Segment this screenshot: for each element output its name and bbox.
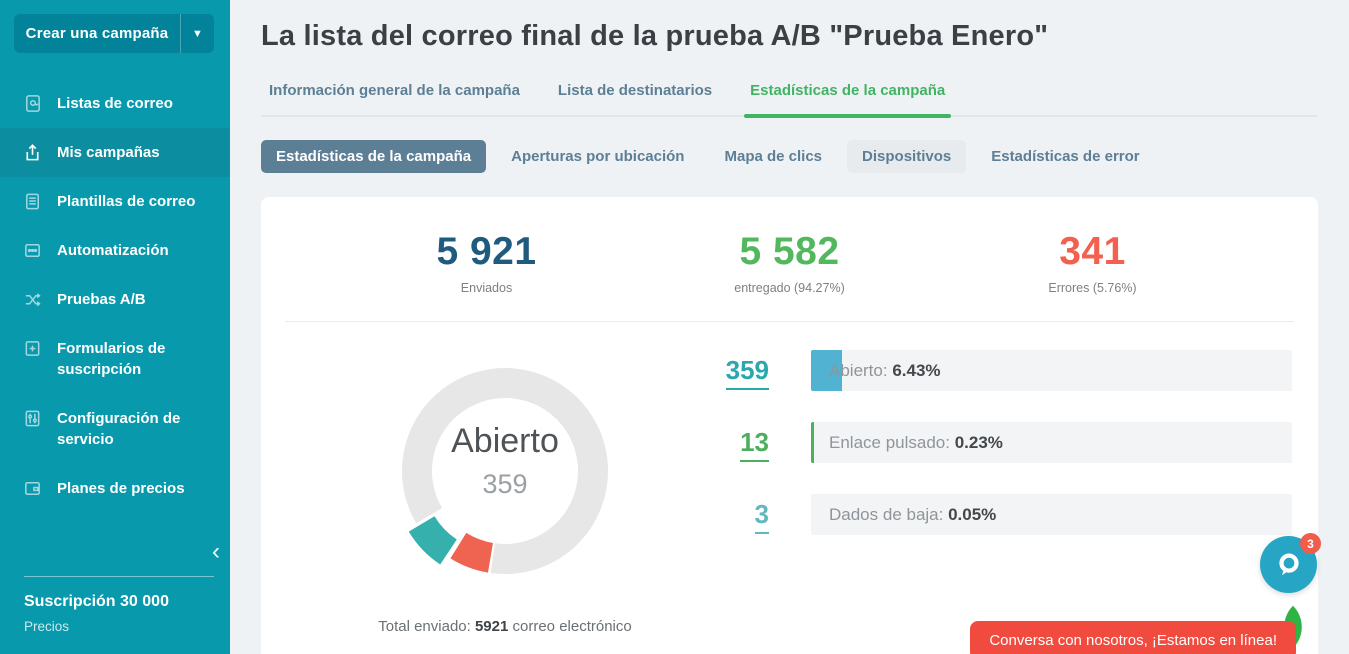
- caption-total: 5921: [474, 618, 509, 635]
- donut-chart-svg: [402, 368, 608, 574]
- automation-icon: [23, 241, 42, 260]
- unsubscribed-count-link[interactable]: 3: [705, 499, 769, 534]
- summary-errors: 341 Errores (5.76%): [941, 230, 1244, 295]
- tab-campaign-statistics[interactable]: Estadísticas de la campaña: [744, 82, 952, 118]
- subtab-opens-by-location[interactable]: Aperturas por ubicación: [511, 148, 685, 165]
- subtab-campaign-statistics[interactable]: Estadísticas de la campaña: [261, 140, 487, 173]
- campaign-upload-icon: [23, 143, 42, 162]
- unsubscribed-bar: Dados de baja: 0.05%: [811, 494, 1292, 535]
- main-content: La lista del correo final de la prueba A…: [230, 0, 1349, 654]
- tab-recipient-list[interactable]: Lista de destinatarios: [557, 82, 713, 99]
- statistics-subtabs: Estadísticas de la campaña Aperturas por…: [261, 140, 1318, 173]
- clicked-bar: Enlace pulsado: 0.23%: [811, 422, 1292, 463]
- address-book-icon: [23, 94, 42, 113]
- opened-donut-chart: Abierto 359 Total enviado: 5921 correo e…: [305, 336, 705, 635]
- sidebar-item-pricing-plans[interactable]: Planes de precios: [0, 464, 230, 513]
- chat-bubble-icon: [1278, 553, 1299, 575]
- sidebar-item-label: Formularios de suscripción: [57, 340, 166, 378]
- sidebar-item-email-templates[interactable]: Plantillas de correo: [0, 177, 230, 226]
- delivered-label: entregado (94.27%): [734, 281, 845, 295]
- ab-test-icon: [23, 290, 42, 309]
- summary-row: 5 921 Enviados 5 582 entregado (94.27%) …: [261, 197, 1318, 295]
- chevron-down-icon[interactable]: ▼: [180, 14, 214, 53]
- sidebar-item-my-campaigns[interactable]: Mis campañas: [0, 128, 230, 177]
- card-divider: [285, 321, 1294, 322]
- chat-banner-wrap: Conversa con nosotros, ¡Estamos en línea…: [970, 605, 1315, 654]
- sidebar-item-ab-tests[interactable]: Pruebas A/B: [0, 275, 230, 324]
- opened-bar-text: Abierto: 6.43%: [829, 360, 941, 380]
- clicked-bar-text: Enlace pulsado: 0.23%: [829, 432, 1003, 452]
- donut-segment-errors[interactable]: [450, 532, 494, 573]
- clicked-count-link[interactable]: 13: [705, 427, 769, 462]
- metric-row-clicked: 13 Enlace pulsado: 0.23%: [705, 422, 1292, 463]
- errors-label: Errores (5.76%): [1048, 281, 1137, 295]
- chat-unread-badge: 3: [1300, 533, 1321, 554]
- subtab-error-statistics[interactable]: Estadísticas de error: [991, 148, 1140, 165]
- sidebar-item-label: Plantillas de correo: [57, 193, 196, 210]
- sidebar-item-subscription-forms[interactable]: Formularios de suscripción: [0, 324, 230, 394]
- sidebar-item-service-settings[interactable]: Configuración de servicio: [0, 394, 230, 464]
- opened-bar: Abierto: 6.43%: [811, 350, 1292, 391]
- tab-campaign-overview[interactable]: Información general de la campaña: [269, 82, 520, 99]
- statistics-card: 5 921 Enviados 5 582 entregado (94.27%) …: [261, 197, 1318, 654]
- campaign-tabs: Información general de la campaña Lista …: [261, 82, 1318, 118]
- delivered-count: 5 582: [739, 230, 840, 273]
- create-campaign-label: Crear una campaña: [25, 25, 169, 42]
- subtab-click-map[interactable]: Mapa de clics: [724, 148, 823, 165]
- create-campaign-button[interactable]: Crear una campaña ▼: [14, 14, 214, 53]
- collapse-sidebar-icon[interactable]: ‹: [212, 538, 220, 565]
- template-icon: [23, 192, 42, 211]
- opened-count-link[interactable]: 359: [705, 355, 769, 390]
- metric-row-opened: 359 Abierto: 6.43%: [705, 350, 1292, 391]
- sent-label: Enviados: [460, 281, 513, 295]
- summary-sent: 5 921 Enviados: [335, 230, 638, 295]
- sidebar-divider: [24, 576, 214, 577]
- subscription-plan: Suscripción 30 000: [24, 593, 169, 610]
- donut-segment-opened-outline: [415, 528, 445, 559]
- chat-online-banner[interactable]: Conversa con nosotros, ¡Estamos en línea…: [970, 621, 1296, 654]
- sidebar-item-label: Listas de correo: [57, 95, 173, 112]
- sidebar-item-label: Configuración de servicio: [57, 410, 181, 448]
- chat-widget-button[interactable]: 3: [1260, 533, 1321, 593]
- service-settings-icon: [23, 409, 42, 428]
- caption-suffix: correo electrónico: [508, 618, 632, 635]
- sidebar-item-mailing-lists[interactable]: Listas de correo: [0, 79, 230, 128]
- metric-row-unsubscribed: 3 Dados de baja: 0.05%: [705, 494, 1292, 535]
- pricing-icon: [23, 479, 42, 498]
- sidebar-item-label: Mis campañas: [57, 144, 160, 161]
- donut-segment-rest: [402, 368, 608, 574]
- subscription-form-icon: [23, 339, 42, 358]
- unsubscribed-bar-text: Dados de baja: 0.05%: [829, 504, 997, 524]
- caption-prefix: Total enviado:: [378, 618, 475, 635]
- clicked-bar-fill: [811, 422, 814, 463]
- total-sent-caption: Total enviado: 5921 correo electrónico: [305, 618, 705, 635]
- summary-delivered: 5 582 entregado (94.27%): [638, 230, 941, 295]
- donut-segment-opened[interactable]: [408, 515, 458, 565]
- sent-count: 5 921: [436, 230, 537, 273]
- sidebar-item-automation[interactable]: Automatización: [0, 226, 230, 275]
- page-title: La lista del correo final de la prueba A…: [261, 20, 1049, 52]
- sidebar-nav: Listas de correo Mis campañas Plantillas…: [0, 79, 230, 542]
- metrics-list: 359 Abierto: 6.43% 13 Enlace pulsado: 0.…: [705, 336, 1294, 635]
- sidebar: Crear una campaña ▼ Listas de correo Mis…: [0, 0, 230, 654]
- pricing-link[interactable]: Precios: [24, 619, 70, 634]
- sidebar-item-label: Planes de precios: [57, 480, 185, 497]
- opened-bar-fill: [811, 350, 842, 391]
- subtab-devices[interactable]: Dispositivos: [847, 140, 967, 173]
- errors-count: 341: [1059, 230, 1126, 273]
- sidebar-item-label: Pruebas A/B: [57, 291, 146, 308]
- sidebar-item-label: Automatización: [57, 242, 169, 259]
- sidebar-footer: Suscripción 30 000 Precios: [0, 566, 230, 654]
